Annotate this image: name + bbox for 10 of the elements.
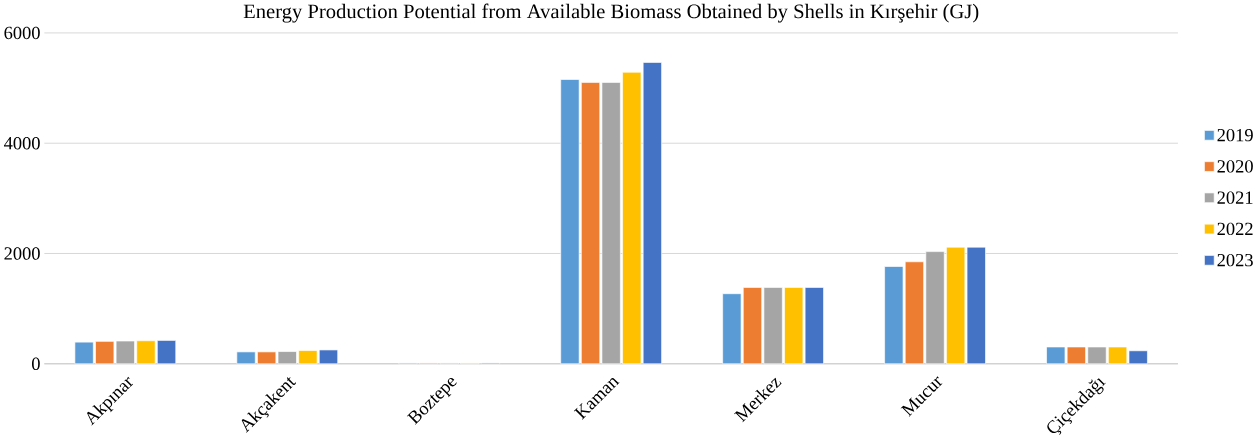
y-tick-label: 4000: [3, 137, 40, 150]
legend-label: 2021: [1217, 191, 1253, 205]
y-tick-label: 0: [31, 357, 40, 371]
legend-label: 2023: [1217, 254, 1253, 267]
chart-title: Energy Production Potential from Available Biomass Obtained by Shells in Kırşehir (GJ): [243, 3, 979, 23]
legend-label: 2022: [1217, 222, 1253, 236]
legend-label: 2020: [1217, 160, 1253, 173]
legend-label: 2019: [1217, 129, 1253, 142]
y-tick-label: 6000: [4, 26, 40, 40]
y-tick-label: 2000: [4, 247, 40, 260]
